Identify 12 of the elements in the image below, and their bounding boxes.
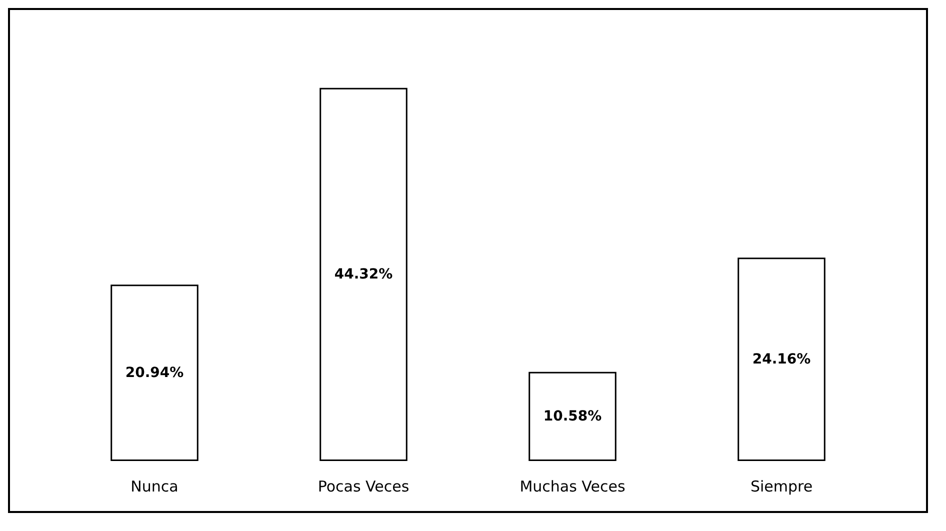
data-label: 44.32%	[334, 266, 393, 282]
bar	[320, 88, 408, 461]
data-label: 24.16%	[752, 351, 811, 368]
x-tick-label: Nunca	[130, 478, 178, 496]
x-tick-label: Pocas Veces	[318, 478, 410, 496]
x-tick-label: Siempre	[750, 478, 813, 496]
bar	[110, 284, 198, 461]
bar	[738, 258, 826, 461]
bar	[528, 372, 616, 461]
data-label: 10.58%	[543, 408, 602, 424]
data-label: 20.94%	[125, 364, 184, 381]
x-tick-label: Muchas Veces	[520, 478, 626, 496]
